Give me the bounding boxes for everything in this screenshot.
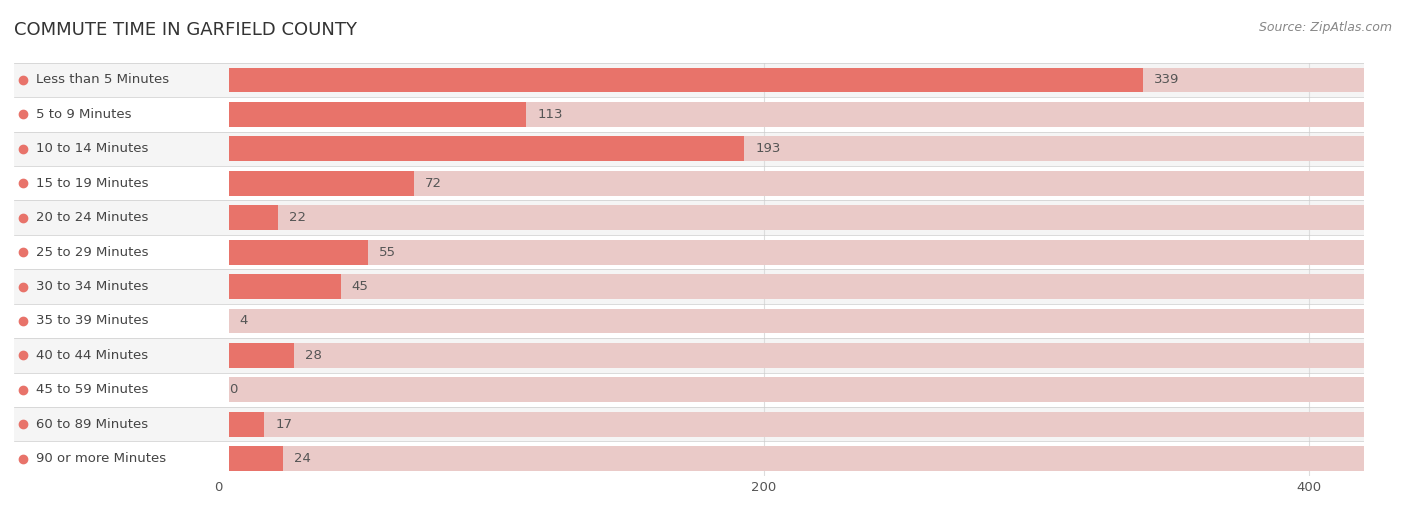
Bar [218, 441, 1364, 476]
Text: 113: 113 [537, 108, 562, 121]
Bar [218, 304, 1364, 338]
Bar [218, 63, 1364, 97]
Text: Less than 5 Minutes: Less than 5 Minutes [35, 73, 169, 86]
Bar [218, 206, 1364, 230]
Text: COMMUTE TIME IN GARFIELD COUNTY: COMMUTE TIME IN GARFIELD COUNTY [14, 21, 357, 39]
Bar [14, 269, 229, 304]
Bar [218, 446, 284, 471]
Bar [218, 309, 1364, 333]
Text: 0: 0 [229, 383, 238, 396]
Bar [14, 338, 229, 372]
Bar [14, 441, 229, 476]
Bar [218, 269, 1364, 304]
Text: 25 to 29 Minutes: 25 to 29 Minutes [35, 246, 148, 259]
Bar [218, 137, 745, 161]
Text: 72: 72 [425, 177, 443, 190]
Text: 45: 45 [352, 280, 368, 293]
Text: 60 to 89 Minutes: 60 to 89 Minutes [35, 418, 148, 431]
Text: 4: 4 [240, 314, 247, 327]
Text: Source: ZipAtlas.com: Source: ZipAtlas.com [1258, 21, 1392, 34]
Bar [218, 200, 1364, 235]
Bar [218, 171, 415, 196]
Bar [218, 309, 229, 333]
Text: 35 to 39 Minutes: 35 to 39 Minutes [35, 314, 148, 327]
Bar [218, 67, 1364, 93]
Bar [218, 412, 264, 437]
Bar [218, 240, 1364, 265]
Text: 17: 17 [276, 418, 292, 431]
Text: 339: 339 [1154, 73, 1180, 86]
Text: 5 to 9 Minutes: 5 to 9 Minutes [35, 108, 131, 121]
Bar [218, 274, 1364, 299]
Bar [218, 166, 1364, 200]
Bar [14, 200, 229, 235]
Bar [218, 240, 368, 265]
Text: 90 or more Minutes: 90 or more Minutes [35, 452, 166, 465]
Bar [218, 97, 1364, 132]
Bar [218, 338, 1364, 372]
Bar [218, 132, 1364, 166]
Bar [14, 407, 229, 441]
Bar [218, 137, 1364, 161]
Bar [218, 407, 1364, 441]
Bar [218, 412, 1364, 437]
Bar [14, 304, 229, 338]
Bar [14, 166, 229, 200]
Bar [218, 102, 526, 127]
Text: 40 to 44 Minutes: 40 to 44 Minutes [35, 349, 148, 362]
Bar [218, 343, 294, 368]
Text: 55: 55 [378, 246, 396, 259]
Bar [218, 102, 1364, 127]
Text: 28: 28 [305, 349, 322, 362]
Bar [14, 235, 229, 269]
Text: 20 to 24 Minutes: 20 to 24 Minutes [35, 211, 148, 224]
Bar [218, 372, 1364, 407]
Text: 24: 24 [294, 452, 311, 465]
Bar [218, 378, 1364, 402]
Bar [218, 235, 1364, 269]
Bar [218, 206, 278, 230]
Text: 193: 193 [755, 142, 780, 155]
Bar [14, 132, 229, 166]
Bar [14, 63, 229, 97]
Text: 30 to 34 Minutes: 30 to 34 Minutes [35, 280, 148, 293]
Text: 22: 22 [288, 211, 307, 224]
Text: 10 to 14 Minutes: 10 to 14 Minutes [35, 142, 148, 155]
Bar [218, 274, 340, 299]
Text: 45 to 59 Minutes: 45 to 59 Minutes [35, 383, 148, 396]
Bar [218, 67, 1143, 93]
Bar [218, 343, 1364, 368]
Text: 15 to 19 Minutes: 15 to 19 Minutes [35, 177, 148, 190]
Bar [14, 372, 229, 407]
Bar [14, 97, 229, 132]
Bar [218, 446, 1364, 471]
Bar [218, 171, 1364, 196]
